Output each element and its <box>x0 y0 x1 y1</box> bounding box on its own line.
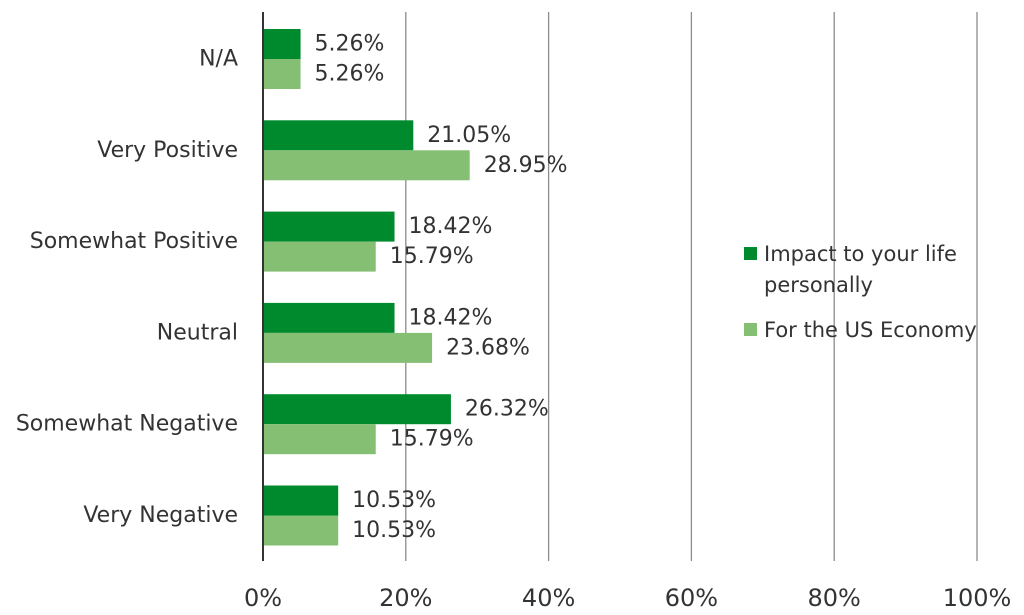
x-tick-label: 60% <box>665 584 718 612</box>
x-tick-labels: 0% 20% 40% 60% 80% 100% <box>244 584 1011 612</box>
data-label: 23.68% <box>446 335 530 360</box>
bar <box>264 211 395 242</box>
data-label: 5.26% <box>315 62 385 87</box>
bar <box>264 59 301 89</box>
data-label: 10.53% <box>352 518 436 543</box>
bar <box>264 150 470 181</box>
gridlines <box>405 12 978 561</box>
bars <box>264 29 470 546</box>
bar <box>264 241 376 272</box>
legend-swatch <box>744 247 757 260</box>
data-label: 10.53% <box>352 488 436 513</box>
data-label: 5.26% <box>315 32 385 57</box>
legend-label: personally <box>764 273 873 297</box>
x-tick-label: 80% <box>808 584 861 612</box>
x-tick-label: 0% <box>244 584 282 612</box>
x-tick-label: 100% <box>943 584 1012 612</box>
bar <box>264 120 414 151</box>
x-tick-label: 20% <box>379 584 432 612</box>
data-label: 15.79% <box>390 427 474 452</box>
bar <box>264 29 301 59</box>
data-label: 26.32% <box>465 397 549 422</box>
bar <box>264 485 339 516</box>
bar <box>264 394 451 425</box>
bar <box>264 302 395 333</box>
bar <box>264 332 433 363</box>
category-labels: N/A Very Positive Somewhat Positive Neutral… <box>16 47 238 529</box>
data-label: 21.05% <box>427 123 511 148</box>
data-label: 15.79% <box>390 244 474 269</box>
category-label: Neutral <box>157 320 238 345</box>
legend-label: Impact to your life <box>764 242 957 266</box>
category-label: Very Positive <box>97 138 238 163</box>
category-label: Very Negative <box>83 503 238 528</box>
bar <box>264 515 339 546</box>
category-label: Somewhat Positive <box>30 229 238 254</box>
x-tick-label: 40% <box>522 584 575 612</box>
bar <box>264 424 376 455</box>
data-label: 28.95% <box>484 153 568 178</box>
legend-label: For the US Economy <box>764 318 977 342</box>
data-label: 18.42% <box>409 214 493 239</box>
data-label: 18.42% <box>409 305 493 330</box>
legend-swatch <box>744 323 757 336</box>
legend: Impact to your life personally For the US … <box>744 242 977 342</box>
data-labels: 5.26% 5.26% 21.05% 28.95% 18.42% 15.79% 18.42%… <box>315 32 568 544</box>
category-label: N/A <box>199 47 238 72</box>
category-label: Somewhat Negative <box>16 412 238 437</box>
